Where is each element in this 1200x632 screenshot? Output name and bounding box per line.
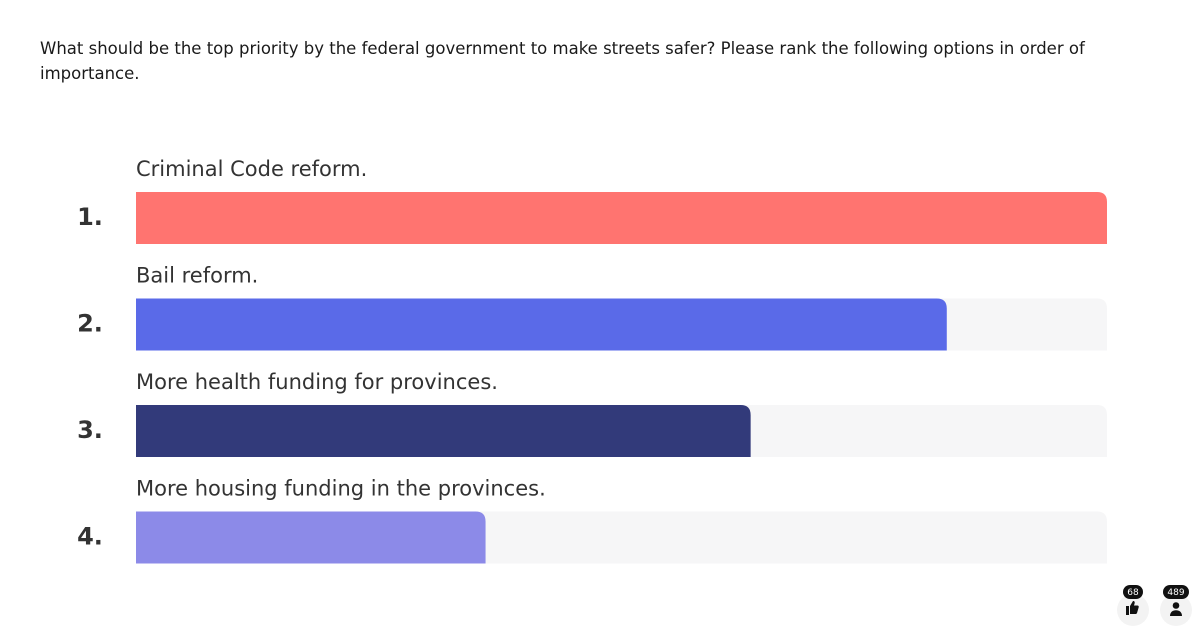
bar xyxy=(136,405,751,457)
footer: 68 489 xyxy=(1117,585,1192,626)
likes-count: 68 xyxy=(1127,588,1139,598)
question-box: What should be the top priority by the f… xyxy=(40,39,1085,83)
rank-label: 2. xyxy=(77,310,103,338)
person-icon-head xyxy=(1172,602,1180,609)
likes-badge xyxy=(1123,585,1143,599)
option-label: Bail reform. xyxy=(136,264,258,288)
thumb-icon xyxy=(1126,601,1139,615)
question: What should be the top priority by the f… xyxy=(40,39,1085,83)
person-icon-body xyxy=(1170,610,1182,616)
option-label: More housing funding in the provinces. xyxy=(136,477,546,501)
option-label: Criminal Code reform. xyxy=(136,157,367,181)
participants-count: 489 xyxy=(1167,588,1184,598)
rank-label: 1. xyxy=(77,203,103,231)
option-label: More health funding for provinces. xyxy=(136,370,498,394)
bar xyxy=(136,298,947,351)
bar xyxy=(136,511,486,564)
rank-label: 4. xyxy=(77,523,103,551)
participants-badge xyxy=(1163,585,1189,599)
rank-label: 3. xyxy=(77,416,103,444)
bar xyxy=(136,192,1107,244)
participants-button[interactable] xyxy=(1160,594,1192,626)
